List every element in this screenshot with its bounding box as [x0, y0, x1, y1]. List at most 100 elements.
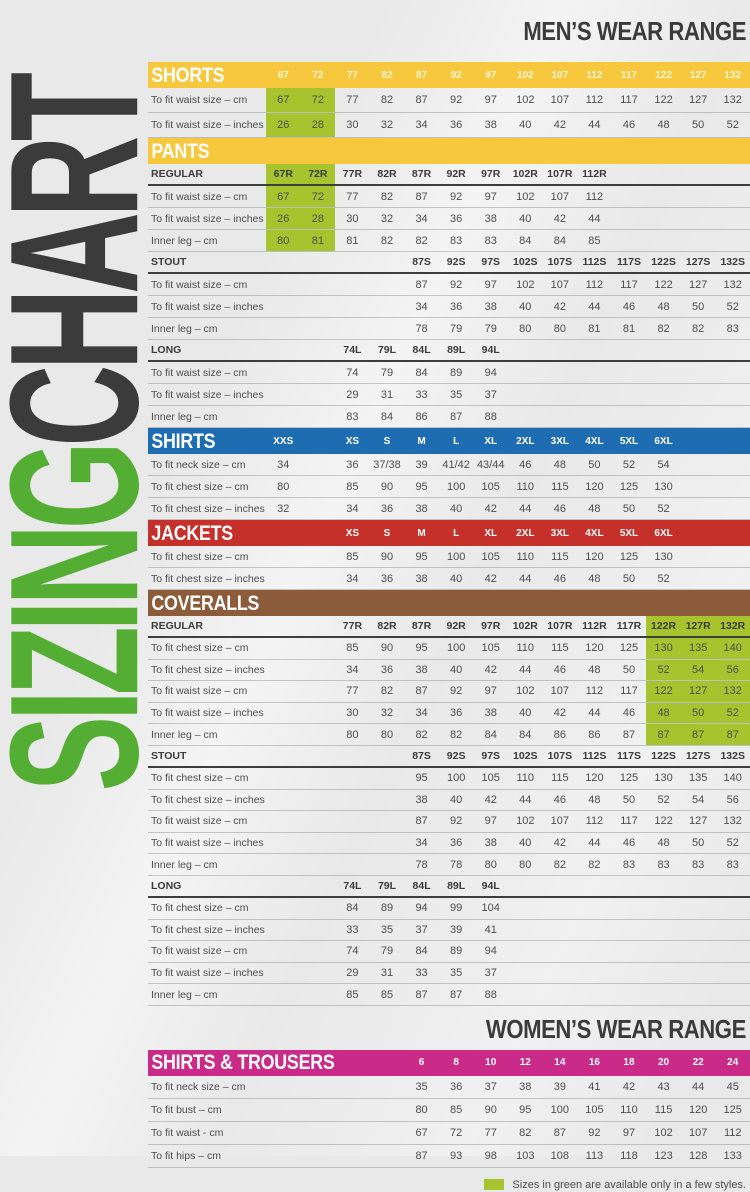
- fit-type-header: LONG 74L 79L 84L 89L 94L: [148, 876, 750, 898]
- table-row: Inner leg – cm 78 79 79 80 80 81 81 82 82 83: [148, 318, 750, 340]
- mens-wear-range-title: MEN’S WEAR RANGE: [523, 15, 746, 46]
- table-row: To fit waist size – inches 34 36 38 40 42 44 46…: [148, 296, 750, 318]
- size-value: 85: [346, 642, 359, 655]
- fit-type-header: LONG 74L 79L 84L 89L 94L: [148, 340, 750, 362]
- row-label: To fit chest size – inches: [151, 502, 265, 515]
- size-value: 140: [723, 772, 742, 785]
- section-title-jackets: JACKETS: [151, 521, 233, 545]
- size-value: 97: [484, 278, 497, 291]
- size-value: 77: [346, 190, 359, 203]
- size-value: 34: [346, 663, 359, 676]
- table-row: To fit chest size – cm 85 90 95 100 105 110 115…: [148, 638, 750, 660]
- size-value: 40: [519, 212, 532, 225]
- size-column-header: 72: [312, 69, 324, 81]
- size-value: 110: [516, 550, 535, 563]
- size-value: 39: [450, 923, 463, 936]
- size-value: 52: [726, 119, 739, 131]
- table-row: To fit waist size – inches 29 31 33 35 37: [148, 384, 750, 406]
- size-value: 130: [654, 480, 673, 493]
- size-value: 48: [588, 663, 601, 676]
- size-column-header: 89L: [447, 344, 466, 356]
- size-value: 32: [380, 212, 394, 225]
- size-value: 40: [519, 300, 532, 313]
- size-column-header: 122: [655, 69, 672, 81]
- size-value: 110: [516, 772, 535, 785]
- size-value: 107: [550, 190, 570, 203]
- size-column-header: S: [383, 527, 391, 539]
- size-column-header: 2XL: [516, 435, 535, 447]
- size-value: 79: [450, 322, 463, 335]
- size-value: 85: [346, 988, 359, 1001]
- size-column-header: 84L: [412, 879, 431, 892]
- size-value: 44: [519, 663, 532, 676]
- size-value: 132: [723, 278, 742, 291]
- size-column-header: 117: [620, 69, 638, 81]
- size-value: 40: [450, 572, 463, 585]
- size-value: 30: [346, 707, 359, 720]
- row-label: To fit waist - cm: [151, 1126, 224, 1139]
- section-womens: SHIRTS & TROUSERS 6 8 10 12 14 16 18 20 22 24 To fi…: [148, 1049, 750, 1168]
- size-column-header: 87R: [411, 620, 432, 632]
- size-column-header: 112R: [582, 168, 607, 180]
- size-value: 84: [380, 410, 394, 423]
- size-value: 105: [481, 550, 500, 563]
- size-column-header: 127R: [680, 616, 716, 636]
- size-value: 115: [551, 480, 569, 493]
- size-value: 79: [380, 366, 394, 379]
- size-value: 44: [588, 300, 601, 313]
- size-value: 41: [588, 1080, 601, 1093]
- size-value: 85: [346, 480, 359, 493]
- size-value: 127: [688, 815, 708, 828]
- table-row: To fit waist size – cm 67 72 77 82 87 92 97 102 1…: [148, 186, 750, 208]
- size-column-header: 79L: [377, 344, 397, 356]
- size-value: 102: [516, 815, 535, 828]
- size-value: 82: [450, 728, 463, 741]
- fit-type-label: STOUT: [151, 256, 187, 268]
- size-value: 95: [415, 772, 428, 785]
- size-value: 87: [415, 685, 428, 698]
- size-value: 81: [588, 322, 601, 335]
- size-value: 97: [484, 94, 497, 106]
- size-value: 44: [519, 502, 532, 515]
- row-label: To fit neck size – cm: [151, 458, 246, 471]
- size-value: 56: [715, 659, 750, 681]
- row-label: To fit waist size – cm: [151, 94, 248, 106]
- size-value: 105: [481, 642, 500, 655]
- table-row: To fit neck size – cm 35 36 37 38 39 41 42 43 44 4…: [148, 1076, 750, 1099]
- size-value: 79: [484, 322, 497, 335]
- size-value: 115: [551, 642, 569, 655]
- size-value: 40: [519, 707, 532, 720]
- size-value: 44: [519, 793, 532, 806]
- size-value: 87: [415, 94, 428, 106]
- size-value: 42: [484, 663, 497, 676]
- size-value: 26: [266, 113, 301, 137]
- row-label: To fit chest size – cm: [151, 902, 249, 915]
- row-label: To fit chest size – cm: [151, 550, 249, 563]
- size-value: 56: [726, 793, 739, 806]
- section-title-coveralls: COVERALLS: [151, 591, 260, 615]
- size-value: 95: [415, 480, 428, 493]
- size-value: 42: [553, 300, 566, 313]
- size-value: 117: [620, 685, 638, 698]
- size-value: 82: [692, 322, 705, 335]
- size-value: 120: [585, 480, 604, 493]
- size-value: 92: [450, 94, 463, 106]
- size-value: 82: [657, 322, 670, 335]
- size-column-header: 82R: [377, 168, 397, 180]
- size-column-header: 87S: [412, 749, 431, 762]
- size-value: 100: [446, 772, 466, 785]
- size-value: 32: [380, 707, 394, 720]
- size-value: 88: [484, 988, 497, 1001]
- size-value: 127: [688, 278, 708, 291]
- size-value: 41/42: [442, 458, 470, 471]
- size-value: 86: [588, 728, 601, 741]
- table-row: To fit chest size – cm 85 90 95 100 105 110 115…: [148, 546, 750, 568]
- size-value: 38: [484, 119, 497, 131]
- size-value: 104: [481, 902, 500, 915]
- legend-text: Sizes in green are available only in a f…: [512, 1178, 746, 1191]
- size-column-header: L: [453, 527, 460, 539]
- size-column-header: 77R: [342, 168, 363, 180]
- size-value: 38: [484, 212, 497, 225]
- size-column-header: 92R: [446, 168, 466, 180]
- size-value: 34: [415, 212, 428, 225]
